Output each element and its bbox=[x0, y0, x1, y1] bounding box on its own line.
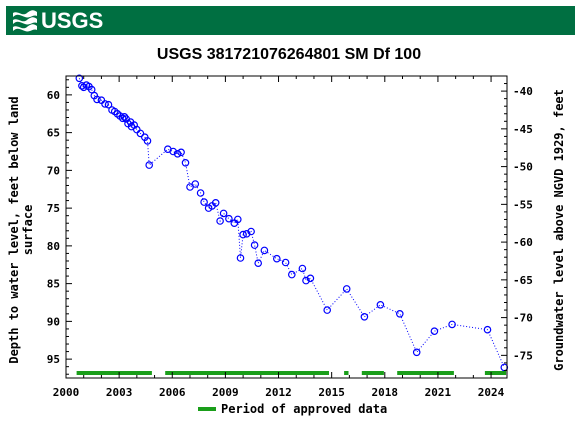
usgs-logo-text: USGS bbox=[41, 7, 104, 33]
y-right-tick-label: -50 bbox=[513, 161, 533, 174]
y-right-tick-label: -65 bbox=[513, 274, 533, 287]
y-right-tick-label: -40 bbox=[513, 85, 533, 98]
data-point bbox=[104, 100, 113, 109]
usgs-logo: USGS bbox=[12, 8, 103, 33]
usgs-header-bar: USGS bbox=[6, 6, 575, 35]
x-tick-label: 2012 bbox=[265, 386, 292, 399]
data-point bbox=[78, 82, 86, 90]
data-point bbox=[395, 309, 404, 318]
x-tick-label: 2006 bbox=[159, 386, 186, 399]
legend-label: Period of approved data bbox=[221, 402, 387, 416]
y-right-tick-label: -55 bbox=[513, 198, 533, 211]
data-point bbox=[281, 258, 290, 267]
y-axis-right: -40 -45 -50 -55 -60 -65 -70 -75 bbox=[501, 75, 533, 379]
y-left-tick-label: 65 bbox=[47, 127, 60, 140]
y-left-tick-label: 90 bbox=[47, 315, 60, 328]
y-right-tick-label: -75 bbox=[513, 349, 533, 362]
x-tick-label: 2021 bbox=[425, 386, 452, 399]
data-point bbox=[196, 189, 205, 197]
data-point bbox=[376, 300, 385, 309]
chart-title: USGS 381721076264801 SM Df 100 bbox=[157, 46, 421, 63]
data-point bbox=[298, 264, 307, 273]
data-point bbox=[219, 209, 228, 218]
data-point bbox=[250, 241, 259, 249]
y-left-tick-label: 80 bbox=[47, 240, 60, 253]
data-point bbox=[136, 129, 145, 138]
y-axis-left-title-line2: surface bbox=[21, 205, 35, 256]
x-tick-label: 2009 bbox=[212, 386, 239, 399]
data-point bbox=[230, 219, 239, 228]
y-axis-left-title-line1: Depth to water level, feet below land bbox=[7, 96, 21, 363]
series-layer bbox=[75, 74, 509, 372]
x-tick-label: 2018 bbox=[372, 386, 399, 399]
x-tick-label: 2000 bbox=[53, 386, 80, 399]
y-left-tick-label: 70 bbox=[47, 164, 60, 177]
data-point bbox=[360, 312, 369, 321]
data-point bbox=[483, 325, 492, 334]
data-point bbox=[200, 198, 208, 206]
data-point bbox=[247, 227, 255, 236]
y-right-tick-label: -70 bbox=[513, 312, 533, 325]
y-left-tick-label: 85 bbox=[47, 278, 60, 291]
data-point bbox=[211, 199, 220, 207]
data-point bbox=[169, 147, 178, 156]
data-point bbox=[181, 159, 190, 167]
data-point bbox=[430, 327, 439, 336]
data-point bbox=[120, 113, 129, 121]
data-point bbox=[448, 320, 456, 329]
data-point bbox=[242, 230, 251, 238]
y-axis-left: 60 65 70 75 80 85 90 95 bbox=[47, 79, 72, 375]
data-point bbox=[412, 348, 421, 357]
data-point bbox=[191, 180, 200, 188]
data-point bbox=[239, 230, 247, 239]
data-point bbox=[118, 114, 127, 123]
data-point bbox=[216, 217, 224, 225]
series-line bbox=[78, 78, 505, 368]
data-point bbox=[225, 214, 233, 223]
y-left-tick-label: 75 bbox=[47, 202, 60, 215]
data-point bbox=[93, 95, 101, 104]
plot-frame bbox=[65, 75, 508, 379]
y-right-tick-label: -60 bbox=[513, 236, 533, 249]
data-point bbox=[323, 306, 332, 314]
y-left-tick-label: 60 bbox=[47, 89, 60, 102]
x-tick-label: 2003 bbox=[106, 386, 133, 399]
usgs-wave-icon bbox=[13, 9, 37, 31]
data-point bbox=[101, 100, 109, 108]
x-tick-label: 2015 bbox=[318, 386, 345, 399]
data-point bbox=[234, 215, 242, 224]
data-point bbox=[342, 285, 351, 293]
data-point bbox=[287, 270, 296, 279]
y-right-tick-label: -45 bbox=[513, 123, 533, 136]
x-axis: 2000 2003 2006 2009 2012 2015 2018 2021 2024 bbox=[53, 76, 505, 399]
data-point bbox=[145, 161, 154, 169]
data-point bbox=[177, 148, 185, 157]
data-point bbox=[75, 74, 84, 83]
legend: Period of approved data bbox=[198, 402, 387, 416]
data-point bbox=[272, 254, 281, 263]
x-tick-label: 2024 bbox=[478, 386, 505, 399]
data-point bbox=[302, 276, 310, 285]
data-point bbox=[236, 254, 245, 262]
data-point bbox=[173, 150, 182, 158]
data-point bbox=[87, 85, 96, 94]
y-left-tick-label: 95 bbox=[47, 353, 60, 366]
data-point bbox=[143, 137, 152, 145]
data-point bbox=[254, 259, 263, 268]
data-point bbox=[260, 246, 269, 255]
data-point bbox=[306, 274, 315, 283]
y-axis-right-title: Groundwater level above NGVD 1929, feet bbox=[552, 89, 566, 371]
